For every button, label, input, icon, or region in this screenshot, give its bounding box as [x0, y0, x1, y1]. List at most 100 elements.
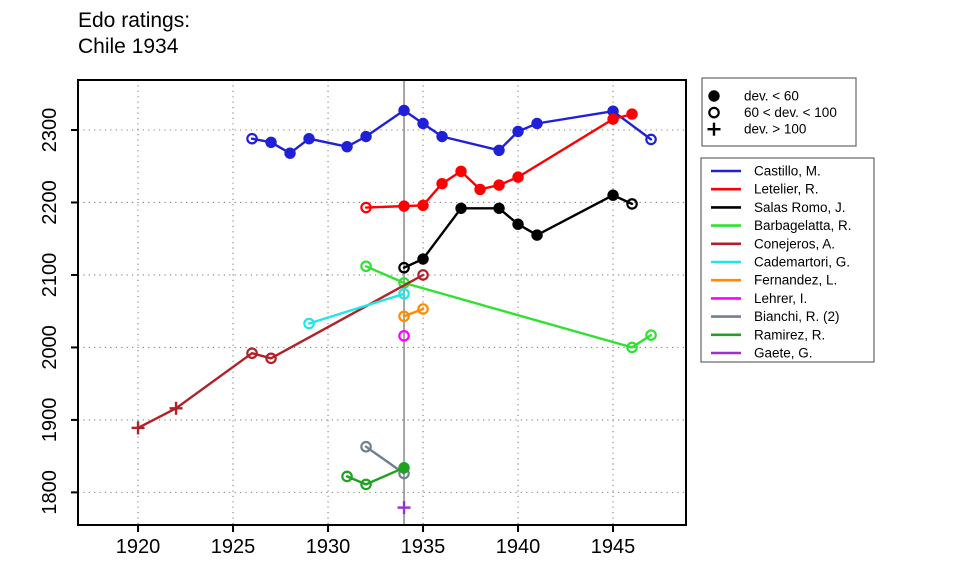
- y-tick-label-2100: 2100: [39, 253, 61, 298]
- series-legend-box: Castillo, M. Letelier, R. Salas Romo, J. Ba…: [700, 157, 875, 363]
- marker-filled: [398, 200, 410, 212]
- marker-legend-border: [701, 77, 857, 147]
- marker-open: [303, 317, 315, 330]
- marker-filled: [493, 179, 505, 191]
- x-tick-label-1920: 1920: [116, 536, 161, 558]
- marker-open: [341, 470, 353, 483]
- marker-legend-entry-dev-60: dev. < 60: [708, 89, 799, 104]
- marker-filled: [455, 202, 467, 214]
- marker-open: [398, 310, 410, 323]
- marker-plus: [707, 122, 721, 136]
- legend-entry-ramirez-r: Ramirez, R.: [711, 327, 825, 342]
- legend-entry-lehrer-i: Lehrer, I.: [711, 291, 807, 306]
- y-tick-label-2300: 2300: [39, 108, 61, 153]
- legend-label: Ramirez, R.: [754, 327, 825, 342]
- legend-entry-castillo-m: Castillo, M.: [711, 164, 821, 179]
- legend-label: Letelier, R.: [754, 182, 819, 197]
- marker-filled: [265, 136, 277, 149]
- x-tick-label-1945: 1945: [591, 536, 636, 558]
- marker-legend-label: dev. < 60: [744, 89, 799, 104]
- marker-open: [645, 133, 657, 146]
- series-cademartori-g: [303, 288, 410, 330]
- series-line: [345, 466, 406, 486]
- marker-open: [417, 303, 429, 315]
- legend-label: Bianchi, R. (2): [754, 309, 840, 324]
- marker-filled: [474, 183, 486, 196]
- marker-open: [645, 329, 657, 341]
- grid: [78, 80, 686, 525]
- marker-filled: [417, 199, 429, 212]
- marker-plus: [131, 421, 145, 435]
- y-tick-label-1800: 1800: [39, 470, 61, 515]
- legend-entry-conejeros-a: Conejeros, A.: [711, 236, 835, 251]
- marker-filled: [607, 189, 619, 201]
- legend-entry-barbagelatta-r: Barbagelatta, R.: [711, 218, 852, 233]
- marker-filled: [531, 117, 543, 130]
- marker-filled: [398, 104, 410, 117]
- marker-legend-label: 60 < dev. < 100: [744, 105, 837, 120]
- legend-label: Barbagelatta, R.: [754, 218, 852, 233]
- legend-entry-fernandez-l: Fernandez, L.: [711, 273, 837, 288]
- marker-filled: [626, 108, 638, 120]
- y-tick-label-2000: 2000: [39, 325, 61, 370]
- series-line: [402, 307, 425, 318]
- marker-filled: [436, 177, 448, 190]
- series-barbagelatta-r: [360, 260, 657, 354]
- legend-entry-cademartori-g: Cademartori, G.: [711, 255, 850, 270]
- marker-legend-label: dev. > 100: [744, 122, 806, 137]
- plot-border: [77, 79, 687, 526]
- marker-filled: [512, 171, 524, 183]
- series-line: [136, 273, 425, 430]
- y-tick-label-2200: 2200: [39, 180, 61, 225]
- series-line: [364, 445, 406, 475]
- chart-title-line2: Chile 1934: [78, 35, 179, 58]
- series-legend-border: [700, 157, 875, 363]
- series-line: [402, 193, 634, 269]
- marker-filled: [512, 125, 524, 138]
- y-tick-label-1900: 1900: [39, 398, 61, 443]
- marker-filled: [284, 147, 296, 159]
- marker-open: [360, 440, 372, 453]
- chart-title-line1: Edo ratings:: [78, 9, 191, 32]
- marker-filled: [436, 130, 448, 143]
- x-tick-label-1940: 1940: [496, 536, 541, 558]
- marker-open: [265, 352, 277, 365]
- marker-open: [626, 341, 638, 354]
- marker-filled: [493, 144, 505, 157]
- marker-open: [246, 347, 258, 360]
- series-fernandez-l: [398, 303, 429, 323]
- legend-entry-salas-romo-j: Salas Romo, J.: [711, 200, 846, 215]
- marker-open: [398, 261, 410, 274]
- series-conejeros-a: [131, 269, 429, 435]
- marker-legend-entry-60-dev-100: 60 < dev. < 100: [708, 105, 837, 120]
- marker-legend-entry-dev-100: dev. > 100: [707, 122, 806, 137]
- legend-entry-gaete-g: Gaete, G.: [711, 346, 813, 361]
- marker-filled: [303, 133, 315, 145]
- marker-filled: [417, 253, 429, 265]
- marker-plus: [397, 501, 411, 515]
- marker-filled: [455, 165, 467, 178]
- marker-open: [626, 198, 638, 210]
- legend-label: Gaete, G.: [754, 346, 813, 361]
- series-ramirez-r: [341, 462, 410, 491]
- marker-open: [398, 288, 410, 300]
- x-tick-label-1930: 1930: [306, 536, 351, 558]
- x-tick-label-1935: 1935: [401, 536, 446, 558]
- legend-label: Fernandez, L.: [754, 273, 837, 288]
- legend-label: Cademartori, G.: [754, 255, 850, 270]
- series-castillo-m: [246, 104, 657, 159]
- marker-filled: [341, 140, 353, 153]
- series-salas-romo-j: [398, 189, 638, 274]
- marker-filled: [398, 462, 410, 474]
- marker-open: [398, 330, 410, 342]
- series-letelier-r: [360, 108, 638, 214]
- marker-filled: [607, 113, 619, 125]
- legend-label: Conejeros, A.: [754, 236, 835, 251]
- x-tick-label-1925: 1925: [211, 536, 256, 558]
- marker-open: [246, 132, 258, 145]
- legend-label: Castillo, M.: [754, 164, 821, 179]
- series-line: [307, 292, 406, 325]
